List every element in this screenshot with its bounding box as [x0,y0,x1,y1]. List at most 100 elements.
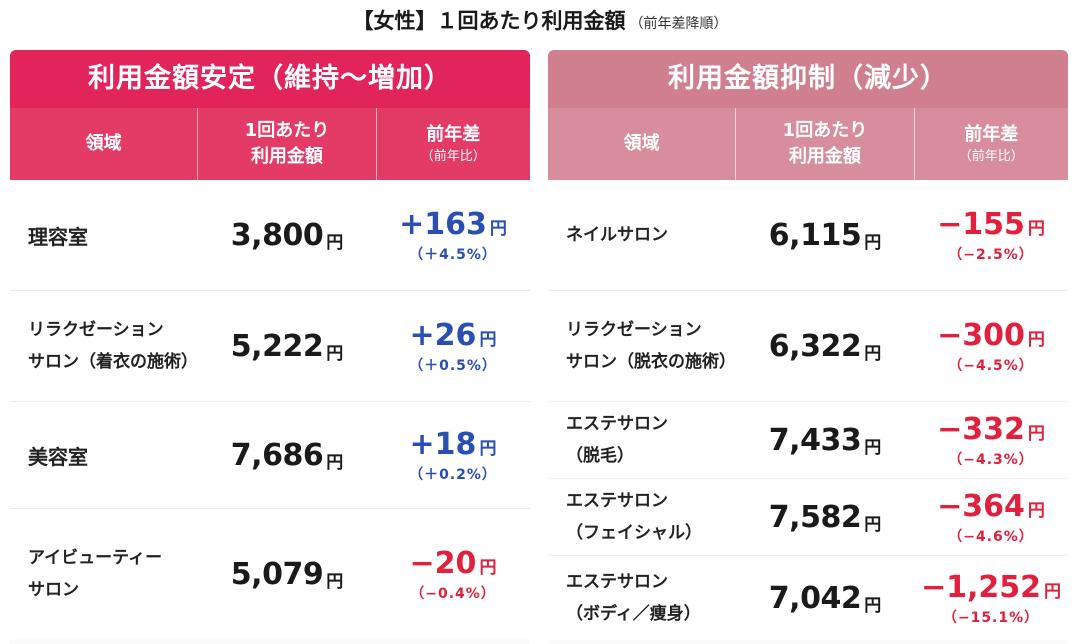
panel-reduced-rows: ネイルサロン 6,115 円 −155 円 （−2.5%） リラクゼーション サロン… [548,180,1068,640]
header-diff-line2: （前年比） [958,149,1024,164]
header-amount: 1回あたり 利用金額 [735,108,913,180]
panel-stable: 利用金額安定（維持〜増加） 領域 1回あたり 利用金額 前年差 （前年比） 理容… [10,50,530,644]
header-area: 領域 [10,108,197,180]
row-area-line1: リラクゼーション [28,320,164,340]
row-area-line2: サロン（着衣の施術） [28,352,198,372]
table-row: アイビューティー サロン 5,079 円 −20 円 （−0.4%） [10,508,530,639]
row-diff: −332 円 （−4.3%） [914,402,1068,478]
panel-reduced: 利用金額抑制（減少） 領域 1回あたり 利用金額 前年差 （前年比） ネイルサロ… [548,50,1068,644]
header-amount-line1: 1回あたり [244,120,330,141]
amount-unit: 円 [326,571,344,592]
amount-unit: 円 [864,595,882,616]
diff-percent: （＋0.5%） [409,357,497,374]
diff-value: −1,252 [920,569,1042,605]
row-amount: 5,079 円 [198,509,376,639]
row-amount: 5,222 円 [198,291,376,401]
row-area-line2: （脱毛） [566,446,634,466]
amount-value: 7,433 [768,422,862,458]
row-area: エステサロン （フェイシャル） [548,479,736,555]
page-title-sub: （前年差降順） [629,16,728,32]
row-diff: −1,252 円 （−15.1%） [914,556,1068,640]
row-area: 理容室 [10,180,198,290]
row-area-line1: エステサロン [566,414,668,434]
row-area: 美容室 [10,402,198,508]
amount-unit: 円 [326,232,344,253]
row-diff: +18 円 （＋0.2%） [376,402,530,508]
amount-value: 5,222 [230,328,324,364]
panel-stable-banner: 利用金額安定（維持〜増加） [10,50,530,108]
amount-value: 6,322 [768,328,862,364]
row-area-line1: アイビューティー [28,548,163,568]
row-area-line2: （ボディ／痩身） [566,604,701,624]
diff-percent: （＋0.2%） [409,466,497,483]
diff-value: −364 [937,488,1025,524]
table-row: 美容室 7,686 円 +18 円 （＋0.2%） [10,401,530,508]
diff-percent: （−4.3%） [948,451,1034,468]
row-area-line1: エステサロン [566,491,668,511]
diff-unit: 円 [1027,218,1045,239]
table-row: エステサロン （ボディ／痩身） 7,042 円 −1,252 円 （−15.1%） [548,555,1068,640]
row-area-line2: サロン [28,580,79,600]
diff-percent: （−2.5%） [948,246,1034,263]
row-amount: 6,322 円 [736,291,914,401]
row-diff: +26 円 （＋0.5%） [376,291,530,401]
panel-reduced-header: 領域 1回あたり 利用金額 前年差 （前年比） [548,108,1068,180]
row-area-line1: ネイルサロン [566,225,668,245]
amount-value: 7,582 [768,499,862,535]
header-diff-line1: 前年差 [426,124,481,145]
diff-unit: 円 [489,218,507,239]
header-area: 領域 [548,108,735,180]
diff-value: −300 [937,317,1025,353]
row-diff: −300 円 （−4.5%） [914,291,1068,401]
diff-percent: （−0.4%） [410,585,496,602]
row-amount: 7,042 円 [736,556,914,640]
amount-unit: 円 [864,514,882,535]
row-amount: 7,686 円 [198,402,376,508]
diff-value: +163 [399,206,487,242]
diff-percent: （−15.1%） [942,609,1040,626]
diff-value: −155 [937,206,1025,242]
row-area: リラクゼーション サロン（着衣の施術） [10,291,198,401]
row-area-line1: エステサロン [566,572,668,592]
row-diff: −155 円 （−2.5%） [914,180,1068,290]
diff-percent: （＋4.5%） [409,246,497,263]
row-area-line2: （フェイシャル） [566,523,702,543]
amount-value: 7,686 [230,437,324,473]
row-area: アイビューティー サロン [10,509,198,639]
row-amount: 3,800 円 [198,180,376,290]
amount-unit: 円 [864,232,882,253]
row-amount: 7,433 円 [736,402,914,478]
header-amount: 1回あたり 利用金額 [197,108,375,180]
amount-unit: 円 [326,452,344,473]
row-diff: −20 円 （−0.4%） [376,509,530,639]
row-area: エステサロン （脱毛） [548,402,736,478]
header-amount-line2: 利用金額 [250,146,323,167]
page-title-main: 【女性】１回あたり利用金額 [352,9,626,33]
row-area-line1: 美容室 [28,444,88,469]
diff-unit: 円 [479,438,497,459]
table-row: エステサロン （脱毛） 7,433 円 −332 円 （−4.3%） [548,401,1068,478]
table-row: エステサロン （フェイシャル） 7,582 円 −364 円 （−4.6%） [548,478,1068,555]
panel-stable-rows: 理容室 3,800 円 +163 円 （＋4.5%） リラクゼーション サロン（着衣… [10,180,530,639]
header-amount-line1: 1回あたり [782,120,868,141]
row-amount: 6,115 円 [736,180,914,290]
header-area-label: 領域 [85,133,122,154]
diff-unit: 円 [1044,581,1062,602]
diff-unit: 円 [479,329,497,350]
table-row: ネイルサロン 6,115 円 −155 円 （−2.5%） [548,180,1068,290]
row-area-line1: リラクゼーション [566,320,702,340]
row-area-line2: サロン（脱衣の施術） [566,352,736,372]
header-diff: 前年差 （前年比） [375,108,530,180]
amount-value: 6,115 [768,217,862,253]
row-area-line1: 理容室 [28,224,88,249]
diff-percent: （−4.5%） [948,357,1034,374]
row-area: エステサロン （ボディ／痩身） [548,556,736,640]
diff-value: −332 [937,411,1025,447]
row-amount: 7,582 円 [736,479,914,555]
diff-unit: 円 [1027,500,1045,521]
header-amount-line2: 利用金額 [788,146,861,167]
panel-stable-header: 領域 1回あたり 利用金額 前年差 （前年比） [10,108,530,180]
amount-unit: 円 [326,343,344,364]
page-title: 【女性】１回あたり利用金額 （前年差降順） [0,6,1080,36]
panel-reduced-banner: 利用金額抑制（減少） [548,50,1068,108]
